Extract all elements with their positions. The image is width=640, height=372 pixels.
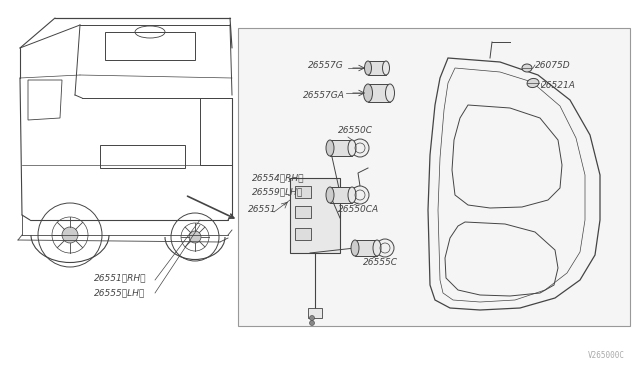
Circle shape [189, 231, 201, 243]
Bar [330, 187, 352, 203]
Bar [295, 228, 311, 240]
Text: 26555〈LH〉: 26555〈LH〉 [94, 289, 146, 298]
Text: 26550CA: 26550CA [338, 205, 379, 214]
Bar [290, 178, 340, 253]
Ellipse shape [326, 140, 334, 156]
Ellipse shape [351, 240, 359, 256]
Circle shape [351, 139, 369, 157]
Bar [368, 61, 386, 75]
Text: 26551〈RH〉: 26551〈RH〉 [93, 273, 147, 282]
Bar [368, 84, 390, 102]
Ellipse shape [348, 187, 356, 203]
Ellipse shape [527, 78, 539, 87]
Text: 26551: 26551 [248, 205, 276, 215]
Bar [238, 28, 630, 326]
Text: 26550C: 26550C [338, 126, 373, 135]
Text: V265000C: V265000C [588, 351, 625, 360]
Text: 26554〈RH〉: 26554〈RH〉 [252, 173, 305, 183]
Ellipse shape [365, 61, 371, 75]
Text: 26075D: 26075D [535, 61, 571, 70]
Text: 26557G: 26557G [308, 61, 344, 70]
Circle shape [310, 315, 314, 321]
Ellipse shape [326, 187, 334, 203]
Bar [308, 308, 322, 318]
Text: 26559〈LH〉: 26559〈LH〉 [252, 187, 303, 196]
Circle shape [310, 321, 314, 326]
Ellipse shape [383, 61, 390, 75]
Text: 26555C: 26555C [363, 258, 398, 267]
Text: 26521A: 26521A [541, 81, 576, 90]
Bar [355, 240, 377, 256]
Circle shape [351, 186, 369, 204]
Circle shape [376, 239, 394, 257]
Ellipse shape [522, 64, 532, 72]
Ellipse shape [373, 240, 381, 256]
Ellipse shape [385, 84, 394, 102]
Circle shape [62, 227, 78, 243]
Ellipse shape [364, 84, 372, 102]
Text: 26557GA: 26557GA [303, 90, 345, 99]
Bar [295, 206, 311, 218]
Ellipse shape [348, 140, 356, 156]
Bar [295, 186, 311, 198]
Bar [330, 140, 352, 156]
